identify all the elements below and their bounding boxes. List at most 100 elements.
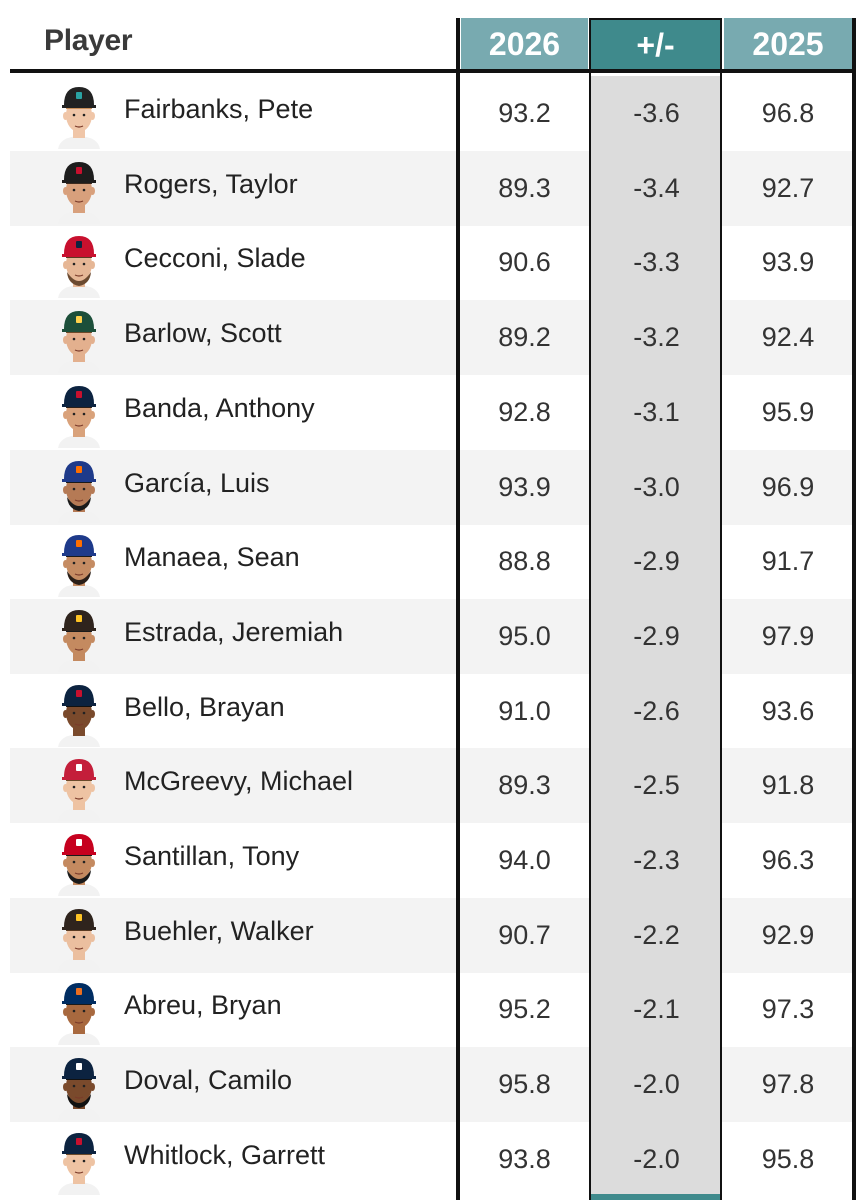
diff-cell: -3.4 (591, 150, 722, 226)
value-2026-cell: 89.2 (498, 322, 551, 353)
table-row[interactable]: Bello, Brayan 91.0 -2.6 93.6 (10, 673, 852, 749)
table-row[interactable]: Rogers, Taylor 89.3 -3.4 92.7 (10, 150, 852, 226)
player-name: Santillan, Tony (124, 841, 300, 871)
value-2025-cell: 96.8 (761, 98, 815, 128)
player-headshot-avatar (58, 460, 100, 523)
col-2026-header[interactable]: 2026 (461, 18, 588, 70)
table-row[interactable]: Fairbanks, Pete 93.2 -3.6 96.8 (10, 76, 852, 151)
player-headshot-avatar (58, 535, 100, 598)
diff-cell: -2.0 (591, 1121, 722, 1197)
player-name: McGreevy, Michael (124, 766, 354, 797)
player-headshot-avatar (58, 834, 100, 896)
value-2026-cell: 88.8 (498, 546, 551, 577)
player-name: Doval, Camilo (124, 1065, 293, 1096)
table-row[interactable]: Manaea, Sean 88.8 -2.9 91.7 (10, 524, 852, 600)
value-2025-cell: 92.7 (761, 172, 815, 203)
col-2025-header[interactable]: 2025 (724, 18, 852, 70)
table-row[interactable]: García, Luis 93.9 -3.0 96.9 (10, 449, 852, 525)
player-headshot-avatar (58, 161, 100, 224)
table-row[interactable]: Abreu, Bryan 95.2 -2.1 97.3 (10, 972, 852, 1048)
table-row[interactable]: Santillan, Tony 94.0 -2.3 96.3 (10, 823, 852, 898)
player-name: Buehler, Walker (124, 915, 314, 946)
diff-cell: -2.6 (591, 673, 722, 749)
value-2025-cell: 97.8 (761, 1069, 815, 1100)
column-divider (589, 18, 591, 1200)
table-header: Player 2026 +/- 2025 (0, 0, 860, 74)
diff-column-footer (591, 1194, 720, 1200)
player-name: Manaea, Sean (124, 542, 300, 573)
header-divider (10, 69, 856, 73)
player-name: Bello, Brayan (124, 691, 285, 722)
value-2025-cell: 97.3 (761, 994, 815, 1025)
value-2026-cell: 94.0 (498, 845, 551, 875)
player-headshot-avatar (58, 609, 100, 672)
player-name: Estrada, Jeremiah (124, 616, 344, 647)
value-2026-cell: 93.8 (498, 1143, 551, 1174)
table-row[interactable]: Barlow, Scott 89.2 -3.2 92.4 (10, 300, 852, 376)
player-name: García, Luis (124, 467, 270, 498)
value-2026-cell: 89.3 (498, 172, 551, 203)
diff-cell: -3.2 (591, 300, 722, 376)
player-headshot-avatar (58, 1058, 100, 1121)
player-name: Banda, Anthony (124, 392, 315, 423)
value-2026-cell: 90.6 (498, 247, 551, 278)
player-headshot-avatar (58, 759, 100, 822)
table-row[interactable]: Cecconi, Slade 90.6 -3.3 93.9 (10, 225, 852, 301)
player-name: Whitlock, Garrett (124, 1139, 326, 1170)
diff-cell: -2.9 (591, 598, 722, 674)
table-row[interactable]: Estrada, Jeremiah 95.0 -2.9 97.9 (10, 598, 852, 674)
value-2025-cell: 95.8 (761, 1143, 815, 1174)
diff-cell: -2.0 (591, 1047, 722, 1123)
col-diff-header[interactable]: +/- (589, 18, 722, 70)
table-row[interactable]: McGreevy, Michael 89.3 -2.5 91.8 (10, 748, 852, 824)
player-headshot-avatar (58, 311, 100, 374)
value-2026-cell: 95.0 (498, 620, 551, 651)
player-headshot-avatar (58, 236, 100, 299)
value-2025-cell: 93.9 (761, 247, 815, 278)
value-2026-cell: 95.2 (498, 994, 551, 1025)
column-divider (456, 18, 460, 1200)
player-name: Barlow, Scott (124, 318, 282, 349)
diff-cell: -3.0 (591, 449, 722, 525)
table-row[interactable]: Whitlock, Garrett 93.8 -2.0 95.8 (10, 1121, 852, 1197)
table-row[interactable]: Buehler, Walker 90.7 -2.2 92.9 (10, 897, 852, 973)
diff-cell: -3.1 (591, 374, 722, 450)
value-2025-cell: 97.9 (761, 620, 815, 651)
player-column-header[interactable]: Player (44, 24, 133, 57)
value-2025-cell: 91.8 (761, 770, 815, 801)
player-name: Rogers, Taylor (124, 168, 298, 199)
value-2026-cell: 89.3 (498, 770, 551, 801)
table-row[interactable]: Banda, Anthony 92.8 -3.1 95.9 (10, 374, 852, 450)
diff-cell: -3.3 (591, 225, 722, 301)
diff-cell: -2.1 (591, 972, 722, 1048)
value-2026-cell: 92.8 (498, 396, 551, 427)
value-2026-cell: 93.2 (498, 98, 551, 128)
player-headshot-avatar (58, 983, 100, 1046)
player-headshot-avatar (58, 908, 100, 971)
player-headshot-avatar (58, 385, 100, 448)
player-name: Abreu, Bryan (124, 990, 282, 1021)
column-divider (720, 18, 722, 1200)
value-2025-cell: 93.6 (761, 695, 815, 726)
diff-cell: -3.6 (591, 76, 722, 151)
value-2026-cell: 95.8 (498, 1069, 551, 1100)
column-divider (852, 18, 856, 1200)
player-headshot-avatar (58, 87, 100, 149)
value-2025-cell: 95.9 (761, 396, 815, 427)
player-headshot-avatar (58, 684, 100, 747)
value-2026-cell: 93.9 (498, 471, 551, 502)
value-2025-cell: 92.4 (761, 322, 815, 353)
value-2025-cell: 92.9 (761, 919, 815, 950)
player-headshot-avatar (58, 1132, 100, 1195)
diff-cell: -2.9 (591, 524, 722, 600)
value-2025-cell: 91.7 (761, 546, 815, 577)
value-2025-cell: 96.3 (761, 845, 815, 875)
diff-cell: -2.3 (591, 823, 722, 898)
table-row[interactable]: Doval, Camilo 95.8 -2.0 97.8 (10, 1047, 852, 1123)
player-name: Fairbanks, Pete (124, 94, 314, 124)
value-2026-cell: 90.7 (498, 919, 551, 950)
diff-cell: -2.5 (591, 748, 722, 824)
player-name: Cecconi, Slade (124, 243, 306, 274)
value-2025-cell: 96.9 (761, 471, 815, 502)
